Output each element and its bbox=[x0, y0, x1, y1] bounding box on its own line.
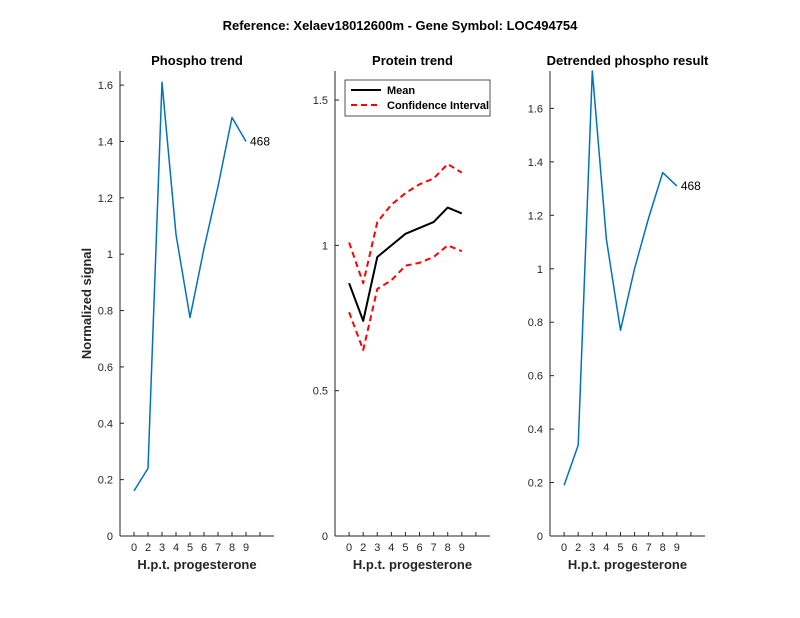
x-tick-label: 8 bbox=[660, 542, 666, 554]
legend-box bbox=[344, 79, 491, 117]
x-tick-label: 4 bbox=[173, 542, 179, 554]
y-tick-label: 1.5 bbox=[313, 95, 328, 107]
series-line bbox=[133, 81, 247, 492]
y-tick-label: 0.2 bbox=[98, 475, 113, 487]
x-tick-label: 6 bbox=[631, 542, 637, 554]
x-tick-label: 3 bbox=[589, 542, 595, 554]
legend: Mean Confidence Interval bbox=[344, 79, 491, 117]
figure-suptitle: Reference: Xelaev18012600m - Gene Symbol… bbox=[223, 18, 579, 33]
x-tick-label: 7 bbox=[215, 542, 221, 554]
y-tick-label: 0.5 bbox=[313, 386, 328, 398]
x-tick-label: 0 bbox=[561, 542, 567, 554]
x-tick-label: 8 bbox=[445, 542, 451, 554]
panel-title: Phospho trend bbox=[151, 53, 243, 68]
y-tick-label: 1.4 bbox=[528, 157, 543, 169]
y-tick-label: 1.6 bbox=[528, 103, 543, 115]
x-tick-label: 2 bbox=[145, 542, 151, 554]
x-tick-label: 9 bbox=[459, 542, 465, 554]
y-axis-label: Normalized signal bbox=[79, 248, 94, 359]
series-line bbox=[348, 163, 463, 285]
legend-label: Mean bbox=[387, 85, 415, 97]
y-tick-label: 0.4 bbox=[528, 424, 543, 436]
x-tick-label: 2 bbox=[575, 542, 581, 554]
y-tick-label: 0.8 bbox=[528, 317, 543, 329]
y-tick-label: 1.6 bbox=[98, 80, 113, 92]
panels: 0 2 3 4 5 6 7 8 900.20.40.60.811.21.41.6Phospho … bbox=[79, 53, 709, 572]
x-tick-label: 8 bbox=[229, 542, 235, 554]
x-tick-label: 2 bbox=[360, 542, 366, 554]
x-tick-label: 5 bbox=[187, 542, 193, 554]
x-tick-label: 4 bbox=[388, 542, 394, 554]
y-tick-label: 1.2 bbox=[98, 193, 113, 205]
series-line bbox=[563, 70, 678, 486]
y-tick-label: 0.4 bbox=[98, 418, 113, 430]
y-tick-label: 1 bbox=[107, 249, 113, 261]
y-tick-label: 1.2 bbox=[528, 210, 543, 222]
x-tick-label: 5 bbox=[617, 542, 623, 554]
y-tick-label: 0 bbox=[107, 531, 113, 543]
y-tick-label: 1 bbox=[322, 240, 328, 252]
legend-label: Confidence Interval bbox=[387, 100, 489, 112]
panel-3: 0 2 3 4 5 6 7 8 900.20.40.60.811.21.41.6Detrende… bbox=[528, 53, 709, 572]
x-axis-label: H.p.t. progesterone bbox=[137, 557, 256, 572]
y-tick-label: 0 bbox=[322, 531, 328, 543]
series-end-label: 468 bbox=[250, 134, 270, 148]
x-tick-label: 3 bbox=[374, 542, 380, 554]
x-tick-label: 7 bbox=[431, 542, 437, 554]
y-tick-label: 1.4 bbox=[98, 136, 113, 148]
x-axis-label: H.p.t. progesterone bbox=[353, 557, 472, 572]
y-tick-label: 0.6 bbox=[98, 362, 113, 374]
y-tick-label: 0.2 bbox=[528, 478, 543, 490]
x-axis-label: H.p.t. progesterone bbox=[568, 557, 687, 572]
x-tick-label: 6 bbox=[201, 542, 207, 554]
x-tick-label: 5 bbox=[402, 542, 408, 554]
panel-title: Protein trend bbox=[372, 53, 453, 68]
x-tick-label: 6 bbox=[416, 542, 422, 554]
x-tick-label: 0 bbox=[131, 542, 137, 554]
x-tick-label: 9 bbox=[243, 542, 249, 554]
x-tick-label: 0 bbox=[346, 542, 352, 554]
panel-title: Detrended phospho result bbox=[547, 53, 709, 68]
series-end-label: 468 bbox=[681, 179, 701, 193]
x-tick-label: 3 bbox=[159, 542, 165, 554]
y-tick-label: 0.8 bbox=[98, 306, 113, 318]
y-tick-label: 0 bbox=[537, 531, 543, 543]
x-tick-label: 4 bbox=[603, 542, 609, 554]
panel-1: 0 2 3 4 5 6 7 8 900.20.40.60.811.21.41.6Phospho … bbox=[79, 53, 274, 572]
y-tick-label: 1 bbox=[537, 264, 543, 276]
series-line bbox=[348, 206, 463, 322]
y-tick-label: 0.6 bbox=[528, 371, 543, 383]
x-tick-label: 7 bbox=[646, 542, 652, 554]
series-line bbox=[348, 244, 463, 351]
x-tick-label: 9 bbox=[674, 542, 680, 554]
